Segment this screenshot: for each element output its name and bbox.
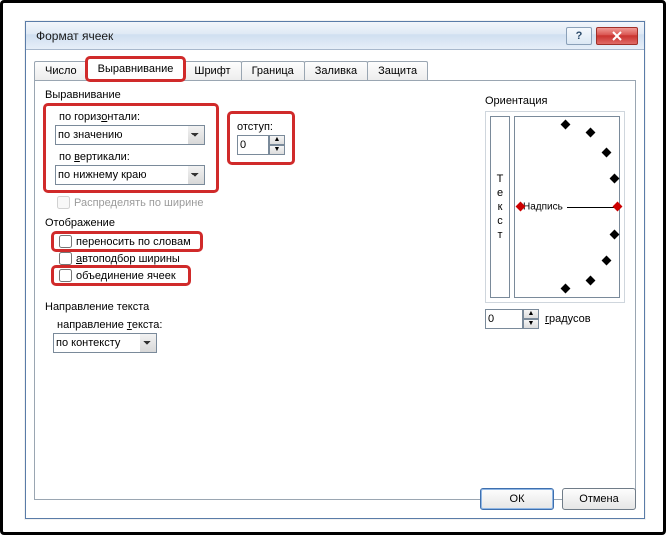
tab-alignment[interactable]: Выравнивание bbox=[87, 58, 185, 80]
ok-button[interactable]: ОК bbox=[480, 488, 554, 510]
dialog-window: Формат ячеек ? Число Выравнивание Шрифт … bbox=[25, 21, 645, 519]
orientation-dial[interactable]: Надпись bbox=[514, 116, 620, 298]
orientation-vertical-text[interactable]: Т е к с т bbox=[490, 116, 510, 298]
indent-label: отступ: bbox=[237, 119, 285, 135]
direction-select[interactable]: по контексту bbox=[53, 333, 157, 353]
display-group-label: Отображение bbox=[45, 217, 201, 229]
shrink-label: автоподбор ширины bbox=[76, 253, 180, 265]
vertical-select[interactable]: по нижнему краю bbox=[55, 165, 205, 185]
close-icon bbox=[611, 31, 623, 41]
vertical-label: по вертикали: bbox=[55, 149, 209, 165]
tab-number[interactable]: Число bbox=[34, 61, 88, 81]
horizontal-select[interactable]: по значению bbox=[55, 125, 205, 145]
close-button[interactable] bbox=[596, 27, 638, 45]
direction-label: направление текста: bbox=[53, 317, 162, 333]
tab-protection[interactable]: Защита bbox=[367, 61, 428, 81]
cancel-button[interactable]: Отмена bbox=[562, 488, 636, 510]
titlebar: Формат ячеек ? bbox=[26, 22, 644, 50]
tab-border[interactable]: Граница bbox=[241, 61, 305, 81]
horizontal-label: по горизонтали: bbox=[55, 109, 209, 125]
tab-panel: Выравнивание по горизонтали: по значению… bbox=[34, 80, 636, 500]
tab-font[interactable]: Шрифт bbox=[183, 61, 241, 81]
group-alignment: Выравнивание по горизонтали: по значению… bbox=[45, 89, 217, 210]
button-bar: ОК Отмена bbox=[480, 488, 636, 510]
merge-checkbox[interactable] bbox=[59, 269, 72, 282]
orientation-dial-label: Надпись bbox=[523, 202, 563, 213]
indent-group: отступ: ▲ ▼ bbox=[229, 113, 293, 163]
orientation-frame: Т е к с т Надпись bbox=[485, 111, 625, 303]
window-title: Формат ячеек bbox=[32, 29, 562, 43]
wrap-checkbox[interactable] bbox=[59, 235, 72, 248]
indent-down[interactable]: ▼ bbox=[269, 145, 285, 155]
screenshot-frame: Формат ячеек ? Число Выравнивание Шрифт … bbox=[0, 0, 666, 535]
tab-strip: Число Выравнивание Шрифт Граница Заливка… bbox=[34, 58, 636, 80]
degrees-up[interactable]: ▲ bbox=[523, 309, 539, 319]
distribute-checkbox-row: Распределять по ширине bbox=[57, 195, 217, 210]
orientation-degrees-row: ▲ ▼ градусов bbox=[485, 309, 625, 329]
degrees-down[interactable]: ▼ bbox=[523, 319, 539, 329]
indent-highlight-box: отступ: ▲ ▼ bbox=[229, 113, 293, 163]
help-button[interactable]: ? bbox=[566, 27, 592, 45]
wrap-label: переносить по словам bbox=[76, 236, 191, 248]
degrees-input[interactable] bbox=[485, 309, 523, 329]
indent-up[interactable]: ▲ bbox=[269, 135, 285, 145]
client-area: Число Выравнивание Шрифт Граница Заливка… bbox=[34, 58, 636, 510]
distribute-checkbox bbox=[57, 196, 70, 209]
group-orientation: Ориентация Т е к с т Надпись bbox=[485, 95, 625, 329]
orientation-hand bbox=[567, 207, 617, 208]
merge-row[interactable]: объединение ячеек bbox=[53, 267, 189, 284]
indent-spinner[interactable]: ▲ ▼ bbox=[237, 135, 285, 155]
wrap-row[interactable]: переносить по словам bbox=[53, 233, 201, 250]
direction-group-label: Направление текста bbox=[45, 301, 162, 313]
merge-label: объединение ячеек bbox=[76, 270, 176, 282]
group-direction: Направление текста направление текста: п… bbox=[45, 301, 162, 353]
alignment-group-label: Выравнивание bbox=[45, 89, 217, 101]
align-highlight-box: по горизонтали: по значению по вертикали… bbox=[45, 105, 217, 191]
tab-fill[interactable]: Заливка bbox=[304, 61, 368, 81]
group-display: Отображение переносить по словам автопод… bbox=[45, 217, 201, 284]
degrees-label: градусов bbox=[545, 313, 591, 325]
shrink-checkbox[interactable] bbox=[59, 252, 72, 265]
shrink-row[interactable]: автоподбор ширины bbox=[53, 250, 201, 267]
degrees-spinner[interactable]: ▲ ▼ bbox=[485, 309, 539, 329]
orientation-group-label: Ориентация bbox=[485, 95, 625, 107]
distribute-label: Распределять по ширине bbox=[74, 197, 203, 209]
indent-input[interactable] bbox=[237, 135, 269, 155]
